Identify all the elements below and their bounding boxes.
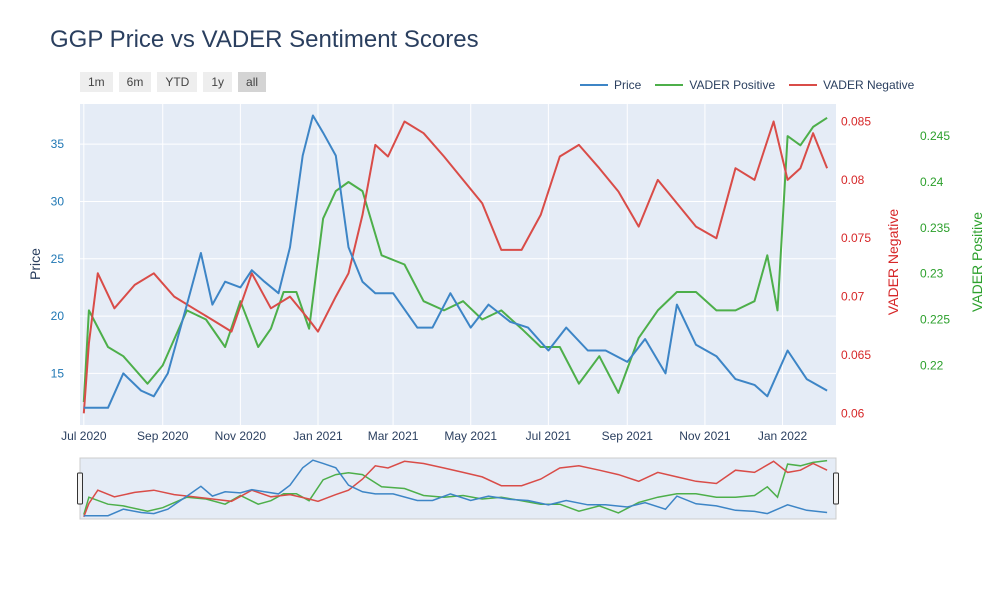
chart-title: GGP Price vs VADER Sentiment Scores [50,26,479,53]
x-tick-label: Jan 2022 [758,429,808,443]
negative-axis-title: VADER Negative [885,209,901,316]
range-slider-line-vader-positive [83,459,828,515]
x-tick-label: Jul 2020 [61,429,107,443]
x-tick-label: Sep 2021 [602,429,654,443]
negative-tick-label: 0.06 [841,406,865,420]
legend-swatch-price [580,84,608,86]
range-button-1y[interactable]: 1y [203,72,233,92]
x-tick-label: Sep 2020 [137,429,189,443]
x-tick-label: Nov 2020 [215,429,267,443]
negative-tick-label: 0.07 [841,290,865,304]
range-slider-background [79,457,837,520]
legend-item-price[interactable]: Price [580,78,641,92]
series-line-vader-negative [82,120,829,414]
positive-tick-label: 0.22 [920,358,944,372]
positive-tick-label: 0.245 [920,129,950,143]
range-button-all[interactable]: all [238,72,267,92]
positive-axis-title: VADER Positive [969,212,985,312]
price-tick-label: 25 [51,252,65,266]
x-tick-label: Jul 2021 [526,429,572,443]
series-line-price [83,114,828,409]
range-button-1m[interactable]: 1m [80,72,113,92]
legend-swatch-vader-positive [655,84,684,86]
range-selector: 1m 6m YTD 1y all [80,72,267,92]
x-tick-label: Mar 2021 [368,429,419,443]
legend-item-vader-negative[interactable]: VADER Negative [789,78,914,92]
legend-label-vader-negative: VADER Negative [823,78,915,92]
range-slider-line-price [83,459,828,517]
price-tick-label: 15 [51,366,65,380]
legend-item-vader-positive[interactable]: VADER Positive [655,78,775,92]
legend-swatch-vader-negative [789,84,818,86]
x-tick-label: May 2021 [444,429,497,443]
negative-tick-label: 0.08 [841,173,865,187]
price-tick-label: 30 [51,194,65,208]
positive-tick-label: 0.235 [920,221,950,235]
range-button-ytd[interactable]: YTD [157,72,198,92]
x-tick-label: Jan 2021 [293,429,343,443]
range-slider-handle-right[interactable] [833,472,839,505]
price-axis-title: Price [27,248,43,280]
price-tick-label: 20 [51,309,65,323]
positive-tick-label: 0.225 [920,313,950,327]
range-slider-handle-left[interactable] [77,472,83,505]
plot-area [80,104,836,425]
legend-label-vader-positive: VADER Positive [689,78,776,92]
series-line-vader-positive [82,116,828,403]
negative-tick-label: 0.065 [841,348,871,362]
legend-label-price: Price [614,78,642,92]
range-button-6m[interactable]: 6m [118,72,152,92]
positive-tick-label: 0.24 [920,175,944,189]
negative-tick-label: 0.085 [841,115,871,129]
price-tick-label: 35 [51,137,65,151]
legend: Price VADER Positive VADER Negative [580,78,914,92]
range-slider-line-vader-negative [83,460,828,518]
positive-tick-label: 0.23 [920,267,944,281]
x-tick-label: Nov 2021 [679,429,731,443]
negative-tick-label: 0.075 [841,231,871,245]
